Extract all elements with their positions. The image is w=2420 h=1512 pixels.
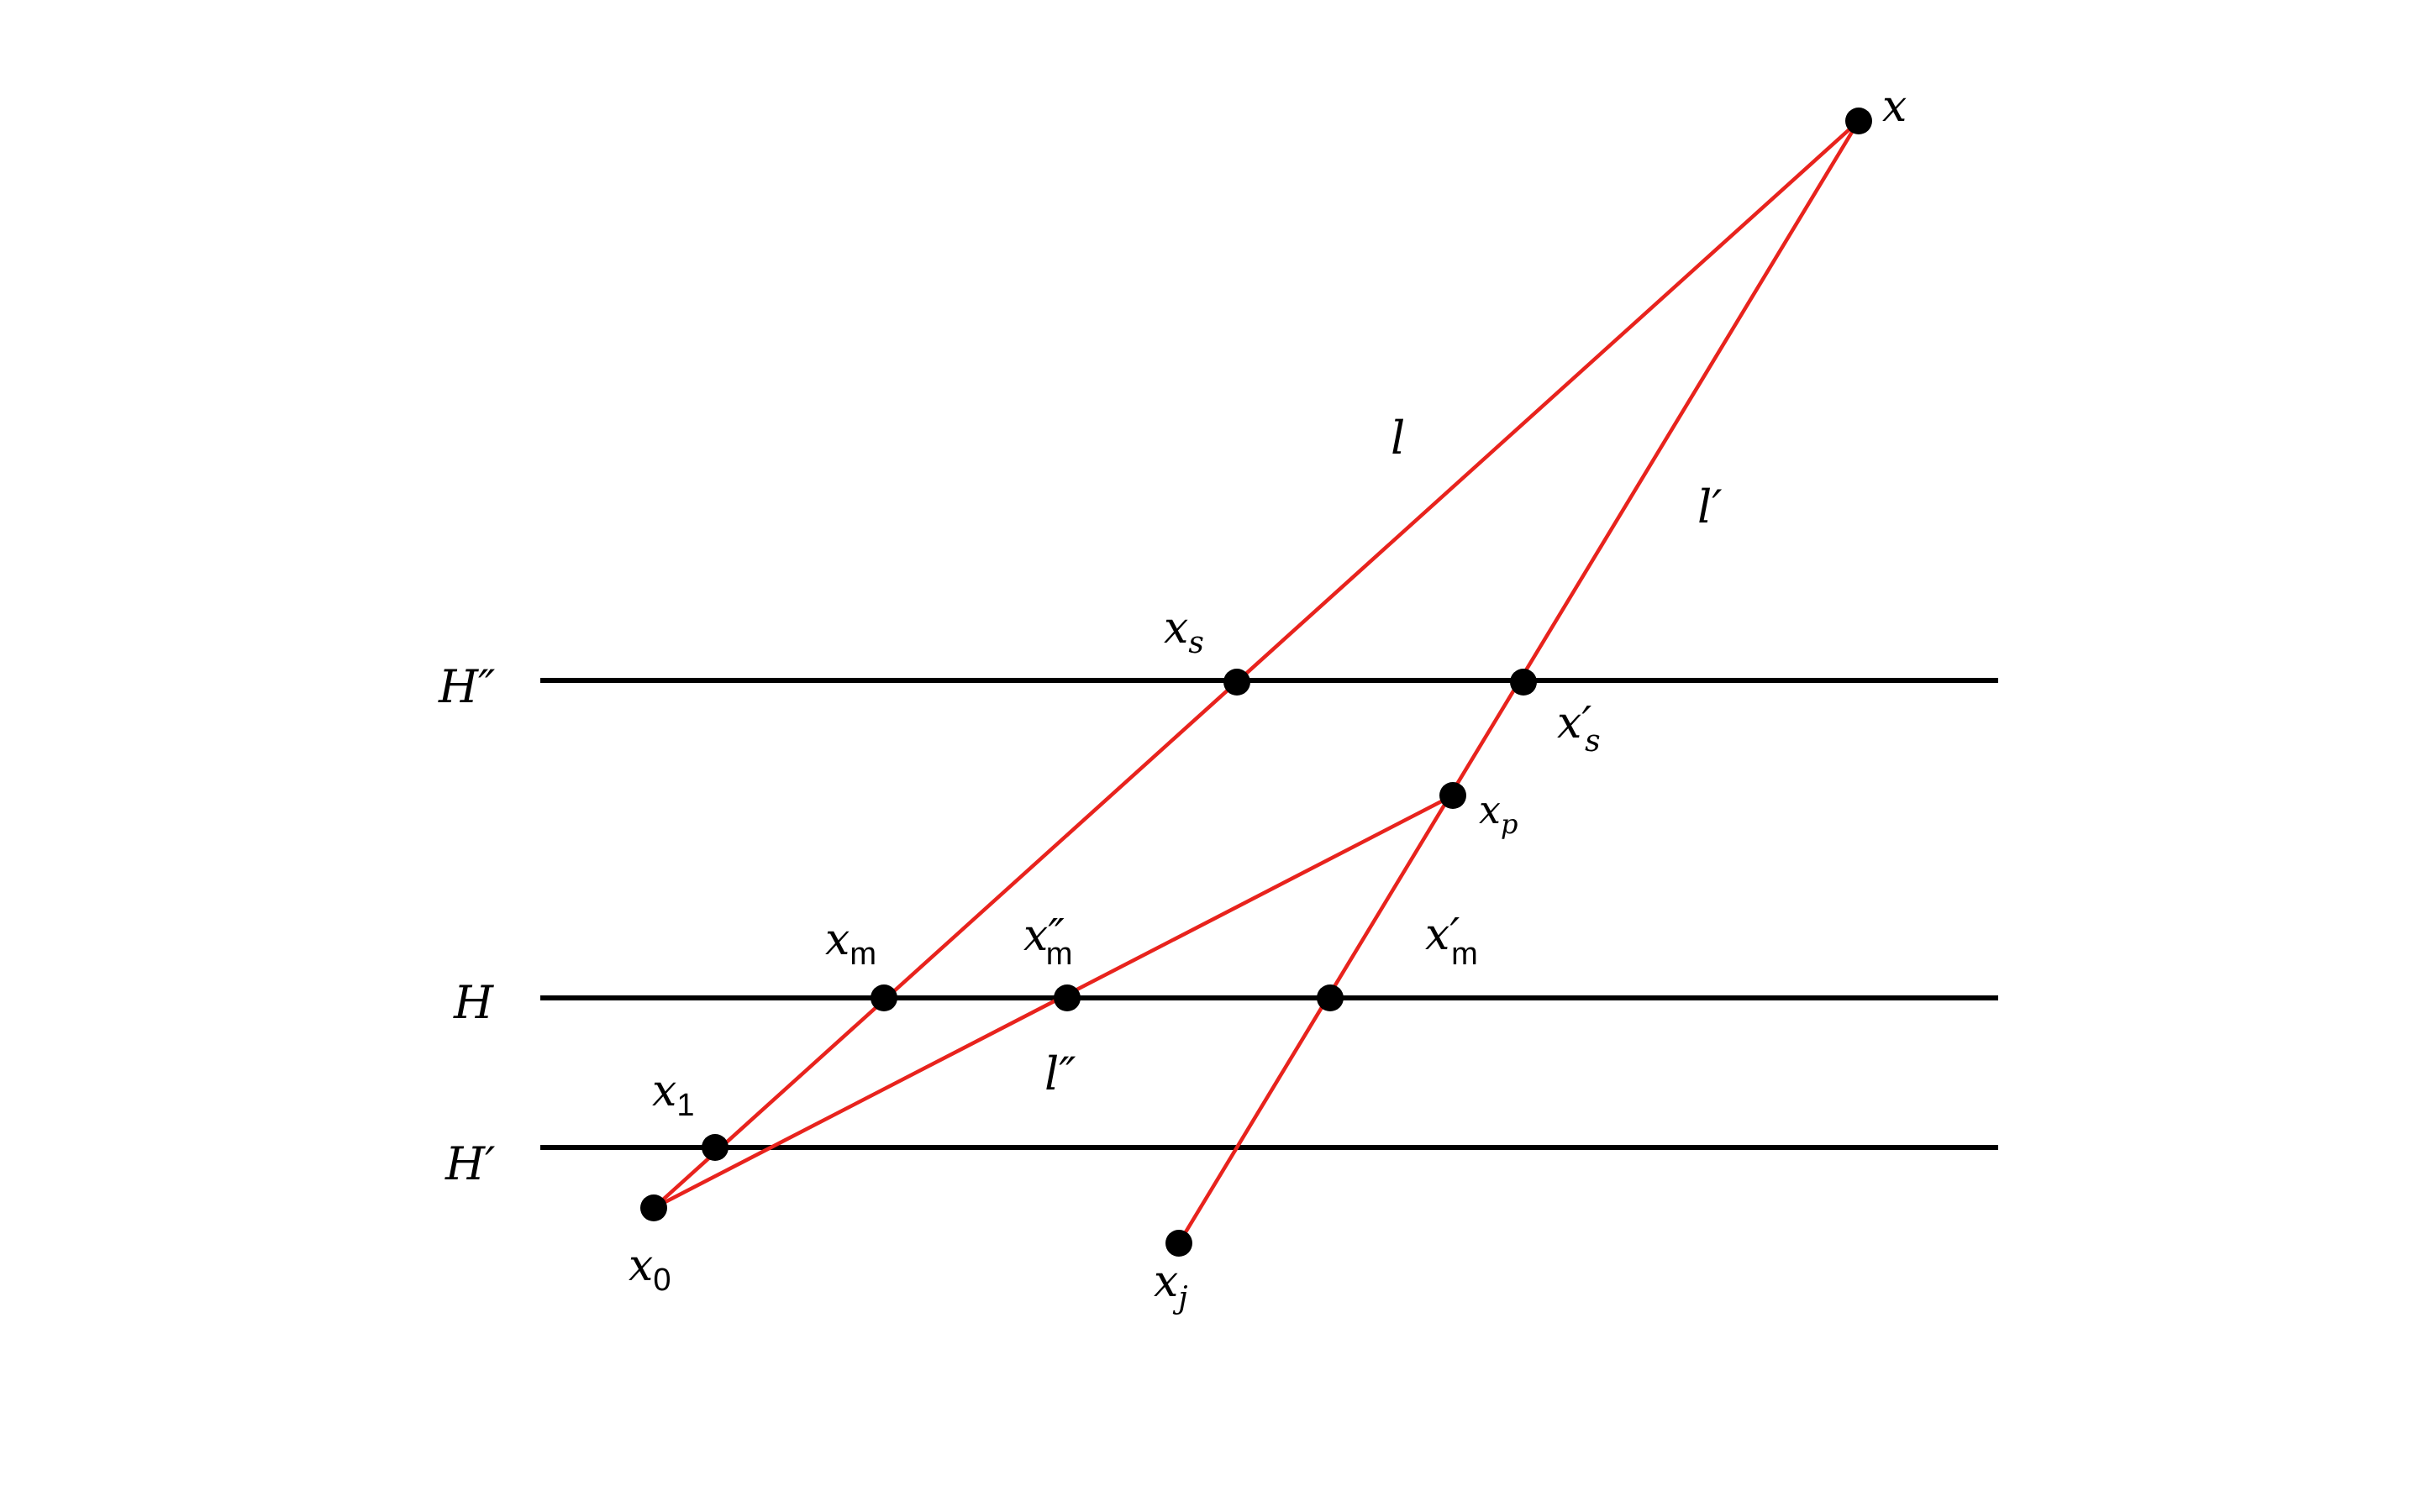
point-x-s	[1223, 669, 1250, 696]
point-x-1	[702, 1134, 729, 1161]
label-x-m: xm	[825, 915, 876, 972]
label-H-double-prime: H″	[438, 660, 495, 713]
label-x: x	[1882, 81, 1907, 132]
point-x-m-prime	[1317, 984, 1344, 1011]
point-x-0	[640, 1194, 667, 1221]
label-H-prime: H′	[445, 1137, 495, 1190]
label-x-1: x1	[652, 1066, 694, 1123]
label-H: H	[453, 976, 494, 1029]
label-x-m-double-prime: x″m	[1023, 911, 1072, 972]
line-l-double-prime	[652, 794, 1455, 1210]
label-x-p: xp	[1479, 787, 1518, 840]
point-x	[1845, 108, 1872, 134]
label-x-0: x0	[629, 1241, 671, 1298]
point-x-s-prime	[1510, 669, 1537, 696]
line-l	[652, 119, 1860, 1210]
label-x-j: xj	[1154, 1257, 1188, 1315]
label-x-s-prime: x′s	[1557, 698, 1601, 759]
label-x-m-prime: x′m	[1425, 910, 1478, 972]
label-l: l	[1391, 412, 1405, 465]
point-x-m	[871, 984, 897, 1011]
label-l-double-prime: l″	[1044, 1047, 1076, 1100]
point-x-j	[1165, 1230, 1192, 1257]
label-x-s: xs	[1164, 603, 1204, 660]
point-x-m-double-prime	[1054, 984, 1081, 1011]
label-l-prime: l′	[1697, 480, 1723, 533]
point-x-p	[1439, 782, 1466, 809]
